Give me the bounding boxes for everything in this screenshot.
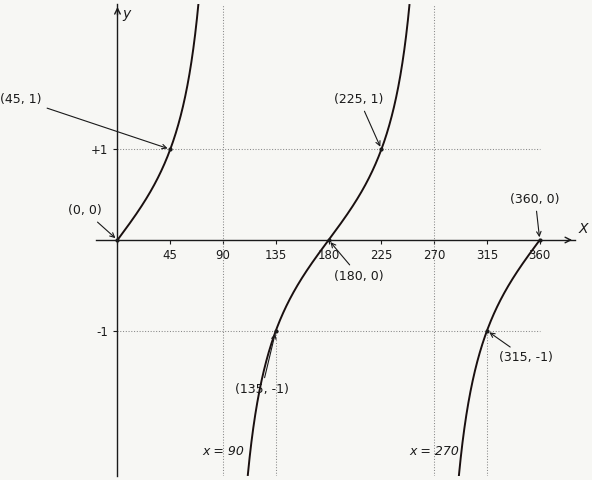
Text: (135, -1): (135, -1) — [235, 335, 289, 396]
Text: (360, 0): (360, 0) — [510, 192, 560, 236]
Text: (315, -1): (315, -1) — [490, 333, 552, 364]
Text: (0, 0): (0, 0) — [68, 204, 114, 237]
Text: X: X — [578, 222, 588, 236]
Text: x = 90: x = 90 — [202, 444, 244, 458]
Text: x = 270: x = 270 — [409, 444, 459, 458]
Text: (45, 1): (45, 1) — [0, 93, 166, 149]
Text: y: y — [122, 7, 130, 21]
Text: (180, 0): (180, 0) — [332, 243, 384, 283]
Text: (225, 1): (225, 1) — [334, 93, 384, 145]
